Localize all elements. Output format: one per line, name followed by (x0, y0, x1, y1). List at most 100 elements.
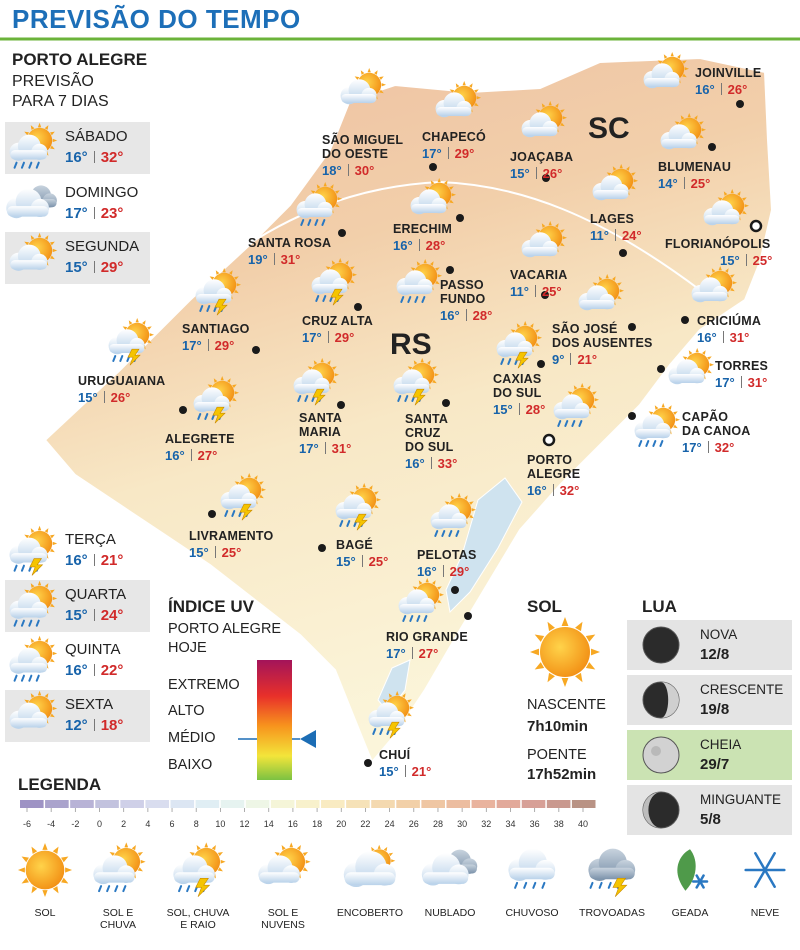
weather-icon (9, 580, 58, 627)
sun-ray (633, 179, 638, 183)
capital-dot (749, 219, 763, 233)
rain-drop (578, 420, 583, 427)
sun-ray (709, 363, 714, 367)
city-name: LAGES (590, 212, 635, 226)
temperature-pair: 16° 26° (695, 82, 747, 97)
sun-ray (449, 199, 454, 204)
separator (214, 546, 216, 558)
cloud-part (94, 872, 135, 883)
sun-ray (52, 248, 58, 253)
temperature-pair: 9° 21° (552, 352, 597, 367)
rain-drop (106, 885, 111, 893)
sun-ray (388, 852, 394, 857)
sun-ray (382, 699, 388, 703)
rain-drop (339, 520, 344, 527)
city-name: CAXIAS DO SUL (493, 372, 542, 400)
separator (722, 331, 724, 343)
weather-icon (660, 113, 706, 150)
legend-tick-label: 16 (287, 819, 298, 829)
sun-ray (281, 844, 286, 851)
sun-ray (337, 197, 342, 201)
sun-ray (737, 191, 741, 196)
min-temperature: 16° (65, 149, 88, 166)
legend-tick-label: 26 (408, 819, 419, 829)
legend-tick-label: 24 (384, 819, 395, 829)
temperature-pair: 17° 27° (386, 646, 438, 661)
separator (430, 457, 432, 469)
color-swatch (421, 800, 445, 808)
sun-ray (631, 172, 636, 176)
sun-ray (327, 360, 331, 365)
rain-drop (13, 161, 18, 169)
max-temperature: 31° (280, 252, 301, 267)
max-temperature: 33° (437, 456, 458, 471)
min-temperature: 17° (715, 375, 735, 390)
sun-ray (30, 235, 35, 240)
sun-ray (612, 166, 617, 171)
sun-ray (561, 678, 569, 687)
cloud (9, 702, 48, 729)
sun-ray (594, 398, 599, 402)
rain-drop (20, 564, 25, 572)
sun-ray (52, 651, 58, 656)
lightning (515, 351, 529, 369)
rain-drop (20, 674, 25, 682)
day-name: QUINTA (65, 641, 121, 658)
city-name: BLUMENAU (658, 160, 732, 174)
sun-ray (17, 867, 25, 873)
city-dot (179, 406, 187, 414)
temperature-pair: 16° 32° (65, 149, 123, 166)
region-label: RS (390, 328, 432, 361)
max-temperature: 29° (454, 146, 475, 161)
moon-phase-name: CRESCENTE (700, 682, 784, 697)
cloud (643, 63, 680, 89)
weather-icon (293, 358, 339, 406)
sun-ray (449, 89, 455, 93)
sun-ray (50, 131, 55, 136)
sun-ray (335, 190, 340, 194)
sun-ray (232, 384, 237, 388)
rain-drop (589, 881, 594, 889)
weather-icon (173, 842, 226, 897)
cloud (578, 285, 615, 311)
sun-ray (598, 276, 603, 281)
temperature-pair: 17° 31° (299, 441, 351, 456)
sun-ray (31, 846, 38, 854)
lightning (214, 298, 228, 316)
temperature-pair: 14° 25° (658, 176, 710, 191)
sun-ray (444, 180, 448, 185)
separator (273, 253, 275, 265)
sun-ray (673, 424, 678, 429)
rain-drop (500, 358, 505, 365)
sun-ray (535, 342, 540, 347)
sun-ray (44, 583, 49, 588)
max-temperature: 31° (729, 330, 750, 345)
sun-ray (439, 593, 444, 597)
rain-drop (455, 530, 460, 537)
cloud (9, 592, 48, 619)
max-temperature: 22° (100, 662, 124, 679)
temperature-pair: 15° 29° (65, 259, 123, 276)
sun-ray (469, 501, 474, 505)
sun-ray (464, 495, 468, 500)
lightning (354, 513, 368, 531)
sun-ray (673, 411, 678, 415)
sun-ray (44, 693, 49, 698)
temperature-pair: 16° 33° (405, 456, 457, 471)
max-temperature: 32° (559, 483, 580, 498)
cloud-part (669, 374, 705, 383)
city-name: SANTA ROSA (248, 236, 332, 250)
sun-ray (209, 276, 215, 280)
sun-ray (682, 356, 688, 360)
sun-ray (516, 323, 521, 328)
sun-ray (699, 121, 704, 125)
cloud-part (344, 872, 396, 886)
max-temperature: 29° (100, 259, 124, 276)
sun-ray (437, 599, 442, 604)
cloud (258, 855, 300, 885)
weather-icon (396, 259, 442, 303)
sun-ray (707, 369, 712, 374)
cloud-part (336, 509, 372, 518)
weather-icon (430, 493, 476, 537)
sun-ray (555, 223, 559, 228)
